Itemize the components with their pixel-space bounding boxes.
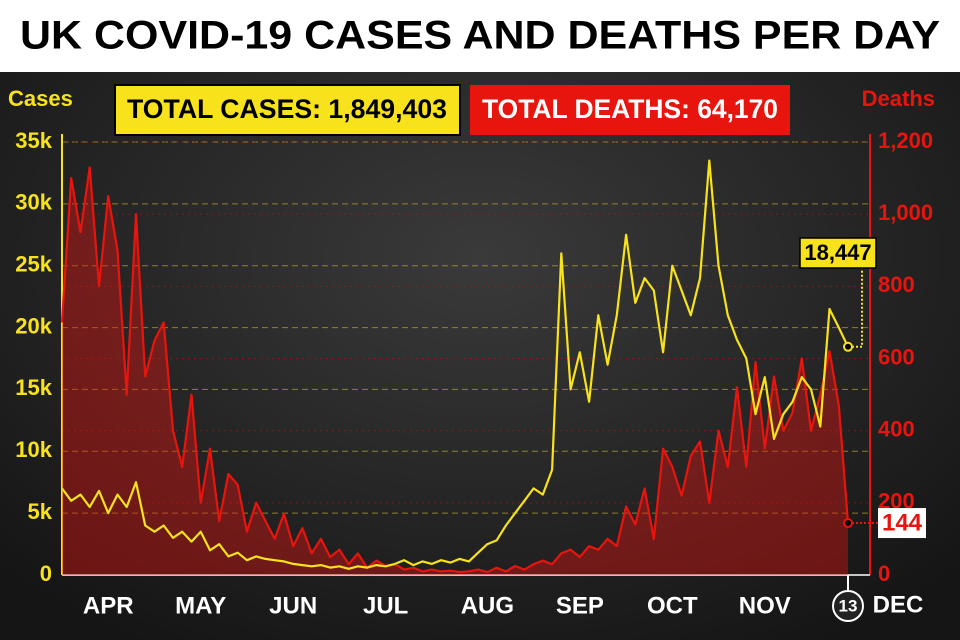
title-bar bbox=[0, 0, 960, 72]
y-axis-title: Cases bbox=[8, 86, 73, 111]
value-label-box bbox=[878, 508, 926, 539]
line bbox=[61, 159, 849, 570]
x-tick-label: MAY bbox=[175, 592, 226, 619]
y-tick-label: 5k bbox=[28, 499, 53, 524]
value-label: 18,447 bbox=[804, 240, 871, 265]
y2-tick-label: 1,000 bbox=[878, 200, 933, 225]
y2-tick-label: 1,200 bbox=[878, 128, 933, 153]
x-tick-label: APR bbox=[83, 592, 134, 619]
value-label: 144 bbox=[882, 509, 923, 536]
y-tick-label: 35k bbox=[15, 128, 52, 153]
area bbox=[62, 167, 848, 576]
x-tick-label: JUN bbox=[269, 592, 317, 619]
x-tick-label: SEP bbox=[556, 592, 604, 619]
value-label-box bbox=[799, 237, 877, 269]
y-tick-label: 0 bbox=[40, 561, 52, 586]
y-tick-label: 20k bbox=[15, 313, 52, 338]
label-leader bbox=[852, 268, 863, 348]
x-tick-label: OCT bbox=[647, 592, 698, 619]
y2-tick-label: 0 bbox=[878, 561, 890, 586]
end-month-label: DEC bbox=[873, 591, 924, 618]
date-circle bbox=[832, 590, 864, 622]
x-tick-label: JUL bbox=[363, 592, 408, 619]
x-tick-label: NOV bbox=[739, 592, 791, 619]
end-point bbox=[843, 518, 853, 529]
total-cases-box bbox=[114, 84, 461, 136]
end-point bbox=[843, 341, 853, 352]
y-tick-label: 15k bbox=[15, 375, 52, 400]
line bbox=[60, 166, 850, 574]
y2-axis-title: Deaths bbox=[862, 86, 935, 111]
y-tick-label: 30k bbox=[15, 190, 52, 215]
total-deaths-box bbox=[470, 85, 790, 135]
y-tick-label: 10k bbox=[15, 437, 52, 462]
x-tick-label: AUG bbox=[461, 592, 514, 619]
y2-tick-label: 400 bbox=[878, 416, 915, 441]
y-tick-label: 25k bbox=[15, 252, 52, 277]
x-tick-label: 13 bbox=[839, 596, 858, 615]
total-cases: TOTAL CASES: 1,849,403 bbox=[127, 94, 447, 124]
total-deaths: TOTAL DEATHS: 64,170 bbox=[482, 94, 778, 124]
y2-tick-label: 600 bbox=[878, 344, 915, 369]
chart-title: UK COVID-19 CASES AND DEATHS PER DAY bbox=[20, 14, 940, 58]
y2-tick-label: 800 bbox=[878, 272, 915, 297]
